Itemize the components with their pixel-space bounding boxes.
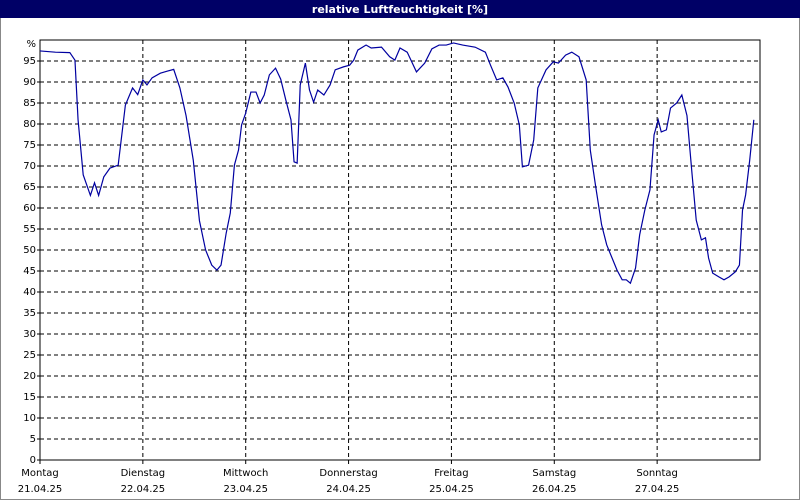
y-tick-label: 30 <box>23 329 36 340</box>
y-tick-label: 80 <box>23 119 36 130</box>
y-tick-label: 65 <box>23 182 36 193</box>
y-tick-label: 50 <box>23 245 36 256</box>
y-tick-label: 25 <box>23 350 36 361</box>
y-tick-label: 95 <box>23 56 36 67</box>
y-tick-label: 40 <box>23 287 36 298</box>
y-tick-label: 45 <box>23 266 36 277</box>
y-tick-label: 60 <box>23 203 36 214</box>
x-tick-label: Mittwoch <box>223 468 268 479</box>
x-tick-label: Donnerstag <box>319 468 377 479</box>
y-tick-label: 35 <box>23 308 36 319</box>
x-tick-label: Freitag <box>434 468 468 479</box>
x-tick-date: 22.04.25 <box>121 484 166 495</box>
x-tick-date: 23.04.25 <box>223 484 268 495</box>
x-tick-label: Sonntag <box>636 468 678 479</box>
data-line <box>39 42 755 285</box>
y-tick-label: 15 <box>23 392 36 403</box>
title-bar <box>0 0 800 18</box>
x-tick-date: 21.04.25 <box>18 484 63 495</box>
y-tick-label: 20 <box>23 371 36 382</box>
y-tick-label: 85 <box>23 98 36 109</box>
y-tick-label: 70 <box>23 161 36 172</box>
x-tick-date: 27.04.25 <box>635 484 680 495</box>
y-tick-label: 0 <box>30 455 36 466</box>
y-tick-label: 90 <box>23 77 36 88</box>
x-tick-label: Dienstag <box>121 468 166 479</box>
x-tick-date: 24.04.25 <box>326 484 371 495</box>
y-tick-label: 5 <box>30 434 36 445</box>
y-axis-label: % <box>26 39 36 50</box>
y-tick-label: 75 <box>23 140 36 151</box>
x-tick-label: Samstag <box>532 468 576 479</box>
x-tick-date: 25.04.25 <box>429 484 474 495</box>
x-tick-label: Montag <box>21 468 58 479</box>
y-tick-label: 55 <box>23 224 36 235</box>
y-tick-label: 10 <box>23 413 36 424</box>
x-tick-date: 26.04.25 <box>532 484 577 495</box>
chart-title: relative Luftfeuchtigkeit [%] <box>312 3 488 16</box>
